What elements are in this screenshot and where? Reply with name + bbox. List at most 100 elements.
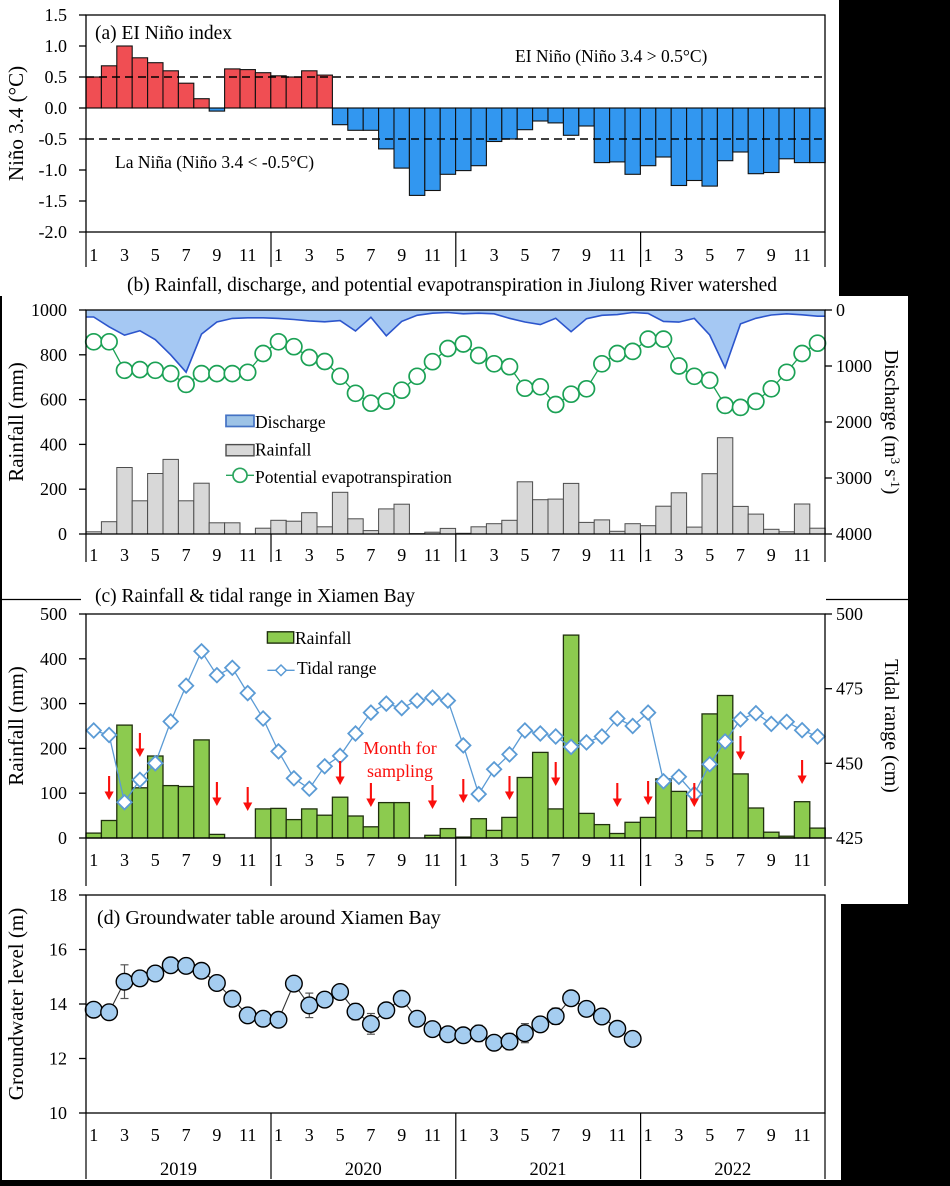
svg-text:11: 11 xyxy=(609,1125,626,1145)
svg-text:1.0: 1.0 xyxy=(45,36,68,56)
svg-text:3: 3 xyxy=(674,245,683,265)
svg-text:7: 7 xyxy=(182,1125,191,1145)
svg-text:0.5: 0.5 xyxy=(45,67,68,87)
svg-text:(a) EI Niño index: (a) EI Niño index xyxy=(95,23,232,44)
svg-text:9: 9 xyxy=(767,1125,776,1145)
svg-text:Discharge (m3 s-1): Discharge (m3 s-1) xyxy=(880,350,903,495)
svg-text:5: 5 xyxy=(705,1125,714,1145)
svg-text:(d) Groundwater table around X: (d) Groundwater table around Xiamen Bay xyxy=(97,907,441,929)
svg-text:1: 1 xyxy=(274,850,283,870)
svg-text:11: 11 xyxy=(609,545,626,565)
svg-text:10: 10 xyxy=(49,1103,67,1123)
svg-text:(b) Rainfall, discharge, and p: (b) Rainfall, discharge, and potential e… xyxy=(127,275,777,296)
svg-text:9: 9 xyxy=(397,850,406,870)
svg-text:450: 450 xyxy=(836,753,863,773)
svg-text:300: 300 xyxy=(40,694,67,714)
svg-text:5: 5 xyxy=(336,1125,345,1145)
svg-text:sampling: sampling xyxy=(367,761,433,781)
svg-text:800: 800 xyxy=(40,345,67,365)
svg-text:5: 5 xyxy=(520,850,529,870)
svg-text:9: 9 xyxy=(397,545,406,565)
svg-text:1000: 1000 xyxy=(836,356,872,376)
svg-text:11: 11 xyxy=(239,850,256,870)
svg-text:0.0: 0.0 xyxy=(45,98,68,118)
svg-text:500: 500 xyxy=(836,604,863,624)
svg-text:3: 3 xyxy=(305,245,314,265)
svg-text:3000: 3000 xyxy=(836,468,872,488)
svg-text:Rainfall: Rainfall xyxy=(255,440,312,460)
svg-text:-1.0: -1.0 xyxy=(39,160,68,180)
svg-text:5: 5 xyxy=(520,545,529,565)
svg-text:Niño 3.4 (°C): Niño 3.4 (°C) xyxy=(4,66,28,181)
svg-text:7: 7 xyxy=(551,1125,560,1145)
svg-text:9: 9 xyxy=(212,245,221,265)
svg-text:7: 7 xyxy=(736,545,745,565)
svg-text:12: 12 xyxy=(49,1049,67,1069)
svg-text:200: 200 xyxy=(40,479,67,499)
svg-text:3: 3 xyxy=(674,1125,683,1145)
svg-text:3: 3 xyxy=(490,850,499,870)
svg-text:3: 3 xyxy=(490,245,499,265)
svg-text:9: 9 xyxy=(582,850,591,870)
svg-text:3: 3 xyxy=(120,1125,129,1145)
svg-text:9: 9 xyxy=(397,1125,406,1145)
svg-text:5: 5 xyxy=(151,245,160,265)
svg-text:3: 3 xyxy=(305,1125,314,1145)
svg-text:-0.5: -0.5 xyxy=(39,129,68,149)
svg-text:1.5: 1.5 xyxy=(45,5,68,25)
svg-text:7: 7 xyxy=(182,245,191,265)
svg-text:Potential evapotranspiration: Potential evapotranspiration xyxy=(255,467,452,487)
svg-text:1: 1 xyxy=(459,850,468,870)
svg-text:600: 600 xyxy=(40,390,67,410)
svg-text:1: 1 xyxy=(644,545,653,565)
svg-text:Rainfall (mm): Rainfall (mm) xyxy=(4,362,28,482)
svg-text:9: 9 xyxy=(767,850,776,870)
svg-text:9: 9 xyxy=(397,245,406,265)
svg-text:7: 7 xyxy=(366,850,375,870)
svg-text:7: 7 xyxy=(182,850,191,870)
svg-text:425: 425 xyxy=(836,828,863,848)
svg-text:5: 5 xyxy=(705,245,714,265)
svg-text:11: 11 xyxy=(424,1125,441,1145)
svg-text:1: 1 xyxy=(89,545,98,565)
svg-text:7: 7 xyxy=(736,850,745,870)
svg-text:Rainfall (mm): Rainfall (mm) xyxy=(4,666,28,786)
svg-text:2000: 2000 xyxy=(836,412,872,432)
svg-text:1: 1 xyxy=(274,545,283,565)
svg-text:1: 1 xyxy=(459,245,468,265)
svg-text:-2.0: -2.0 xyxy=(39,222,68,242)
svg-text:La Niña (Niño 3.4 < -0.5°C): La Niña (Niño 3.4 < -0.5°C) xyxy=(115,152,314,172)
svg-text:1: 1 xyxy=(459,545,468,565)
svg-text:11: 11 xyxy=(793,1125,810,1145)
svg-text:1: 1 xyxy=(644,1125,653,1145)
svg-text:475: 475 xyxy=(836,679,863,699)
svg-text:2020: 2020 xyxy=(345,1160,382,1180)
svg-text:7: 7 xyxy=(736,245,745,265)
svg-text:1: 1 xyxy=(274,1125,283,1145)
svg-text:EI Niño (Niño 3.4 > 0.5°C): EI Niño (Niño 3.4 > 0.5°C) xyxy=(515,46,708,66)
svg-text:3: 3 xyxy=(120,245,129,265)
svg-text:5: 5 xyxy=(705,850,714,870)
svg-text:2022: 2022 xyxy=(714,1160,751,1180)
svg-text:11: 11 xyxy=(793,545,810,565)
svg-text:200: 200 xyxy=(40,738,67,758)
svg-text:11: 11 xyxy=(239,245,256,265)
svg-text:Month for: Month for xyxy=(363,738,437,758)
svg-text:7: 7 xyxy=(366,245,375,265)
svg-text:5: 5 xyxy=(520,245,529,265)
svg-text:9: 9 xyxy=(767,545,776,565)
svg-text:(c) Rainfall & tidal range in: (c) Rainfall & tidal range in Xiamen Bay xyxy=(95,586,415,607)
svg-text:5: 5 xyxy=(336,245,345,265)
svg-text:4000: 4000 xyxy=(836,524,872,544)
svg-text:5: 5 xyxy=(151,545,160,565)
svg-text:18: 18 xyxy=(49,885,67,905)
svg-text:500: 500 xyxy=(40,604,67,624)
svg-text:11: 11 xyxy=(239,1125,256,1145)
svg-text:9: 9 xyxy=(767,245,776,265)
svg-text:9: 9 xyxy=(582,245,591,265)
svg-text:7: 7 xyxy=(366,1125,375,1145)
svg-text:Tidal range (cm): Tidal range (cm) xyxy=(880,659,902,793)
svg-text:9: 9 xyxy=(582,545,591,565)
svg-text:1: 1 xyxy=(644,850,653,870)
svg-text:7: 7 xyxy=(366,545,375,565)
